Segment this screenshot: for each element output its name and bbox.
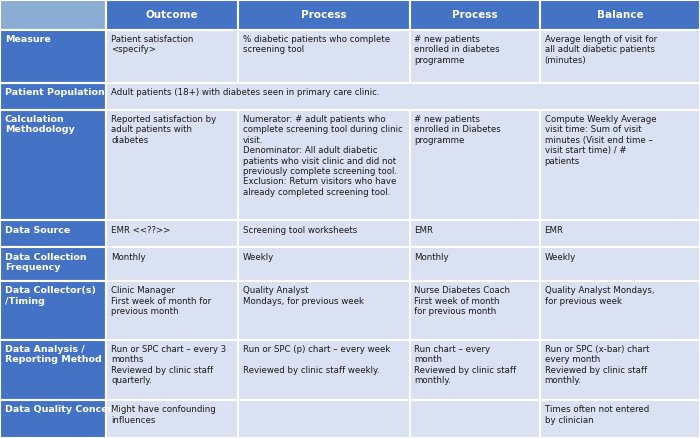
Text: Outcome: Outcome — [146, 10, 199, 20]
FancyBboxPatch shape — [0, 220, 106, 247]
Text: Quality Analyst
Mondays, for previous week: Quality Analyst Mondays, for previous we… — [243, 286, 364, 306]
Text: Reported satisfaction by
adult patients with
diabetes: Reported satisfaction by adult patients … — [111, 115, 216, 145]
Text: Data Analysis /
Reporting Method: Data Analysis / Reporting Method — [5, 345, 102, 364]
FancyBboxPatch shape — [106, 30, 238, 83]
Text: Measure: Measure — [5, 35, 50, 44]
Text: Adult patients (18+) with diabetes seen in primary care clinic.: Adult patients (18+) with diabetes seen … — [111, 88, 380, 97]
FancyBboxPatch shape — [540, 247, 700, 281]
Text: Patient satisfaction
<specify>: Patient satisfaction <specify> — [111, 35, 194, 54]
FancyBboxPatch shape — [238, 281, 410, 339]
FancyBboxPatch shape — [106, 281, 238, 339]
Text: % diabetic patients who complete
screening tool: % diabetic patients who complete screeni… — [243, 35, 390, 54]
Text: Nurse Diabetes Coach
First week of month
for previous month: Nurse Diabetes Coach First week of month… — [414, 286, 510, 316]
FancyBboxPatch shape — [238, 30, 410, 83]
Text: Screening tool worksheets: Screening tool worksheets — [243, 226, 357, 235]
FancyBboxPatch shape — [106, 400, 238, 438]
Text: Average length of visit for
all adult diabetic patients
(minutes): Average length of visit for all adult di… — [545, 35, 657, 65]
Text: # new patients
enrolled in diabetes
programme: # new patients enrolled in diabetes prog… — [414, 35, 500, 65]
FancyBboxPatch shape — [0, 30, 106, 83]
Text: Data Quality Concerns: Data Quality Concerns — [5, 405, 125, 414]
Text: Compute Weekly Average
visit time: Sum of visit
minutes (Visit end time –
visit : Compute Weekly Average visit time: Sum o… — [545, 115, 656, 166]
FancyBboxPatch shape — [540, 110, 700, 220]
FancyBboxPatch shape — [540, 400, 700, 438]
Text: Run or SPC (x-bar) chart
every month
Reviewed by clinic staff
monthly.: Run or SPC (x-bar) chart every month Rev… — [545, 345, 649, 385]
FancyBboxPatch shape — [106, 339, 238, 400]
Text: Clinic Manager
First week of month for
previous month: Clinic Manager First week of month for p… — [111, 286, 211, 316]
Text: Data Collection
Frequency: Data Collection Frequency — [5, 253, 87, 272]
FancyBboxPatch shape — [0, 339, 106, 400]
Text: Run or SPC chart – every 3
months
Reviewed by clinic staff
quarterly.: Run or SPC chart – every 3 months Review… — [111, 345, 227, 385]
FancyBboxPatch shape — [540, 339, 700, 400]
Text: Data Collector(s)
/Timing: Data Collector(s) /Timing — [5, 286, 96, 306]
Text: Data Source: Data Source — [5, 226, 70, 235]
FancyBboxPatch shape — [410, 400, 540, 438]
FancyBboxPatch shape — [410, 281, 540, 339]
Text: Run chart – every
month
Reviewed by clinic staff
monthly.: Run chart – every month Reviewed by clin… — [414, 345, 517, 385]
Text: Quality Analyst Mondays,
for previous week: Quality Analyst Mondays, for previous we… — [545, 286, 654, 306]
Text: Run or SPC (p) chart – every week

Reviewed by clinic staff weekly.: Run or SPC (p) chart – every week Review… — [243, 345, 391, 374]
FancyBboxPatch shape — [238, 0, 410, 30]
Text: Might have confounding
influences: Might have confounding influences — [111, 405, 216, 424]
Text: Weekly: Weekly — [243, 253, 274, 261]
Text: Process: Process — [452, 10, 498, 20]
Text: Times often not entered
by clinician: Times often not entered by clinician — [545, 405, 649, 424]
Text: Monthly: Monthly — [111, 253, 146, 261]
Text: Numerator: # adult patients who
complete screening tool during clinic
visit.
Den: Numerator: # adult patients who complete… — [243, 115, 402, 197]
FancyBboxPatch shape — [106, 83, 700, 110]
FancyBboxPatch shape — [0, 400, 106, 438]
FancyBboxPatch shape — [106, 0, 238, 30]
FancyBboxPatch shape — [0, 281, 106, 339]
FancyBboxPatch shape — [0, 83, 106, 110]
FancyBboxPatch shape — [410, 220, 540, 247]
Text: EMR: EMR — [414, 226, 433, 235]
Text: EMR <<??>>: EMR <<??>> — [111, 226, 171, 235]
FancyBboxPatch shape — [106, 247, 238, 281]
Text: EMR: EMR — [545, 226, 564, 235]
FancyBboxPatch shape — [0, 247, 106, 281]
FancyBboxPatch shape — [540, 0, 700, 30]
FancyBboxPatch shape — [0, 110, 106, 220]
Text: # new patients
enrolled in Diabetes
programme: # new patients enrolled in Diabetes prog… — [414, 115, 501, 145]
Text: Balance: Balance — [596, 10, 643, 20]
FancyBboxPatch shape — [0, 0, 106, 30]
FancyBboxPatch shape — [238, 110, 410, 220]
Text: Weekly: Weekly — [545, 253, 576, 261]
Text: Process: Process — [301, 10, 346, 20]
Text: Monthly: Monthly — [414, 253, 449, 261]
Text: Calculation
Methodology: Calculation Methodology — [5, 115, 75, 134]
FancyBboxPatch shape — [410, 339, 540, 400]
FancyBboxPatch shape — [540, 30, 700, 83]
FancyBboxPatch shape — [410, 110, 540, 220]
FancyBboxPatch shape — [410, 30, 540, 83]
FancyBboxPatch shape — [238, 220, 410, 247]
FancyBboxPatch shape — [540, 281, 700, 339]
FancyBboxPatch shape — [410, 0, 540, 30]
FancyBboxPatch shape — [238, 339, 410, 400]
FancyBboxPatch shape — [238, 247, 410, 281]
FancyBboxPatch shape — [238, 400, 410, 438]
FancyBboxPatch shape — [106, 110, 238, 220]
FancyBboxPatch shape — [410, 247, 540, 281]
Text: Patient Population: Patient Population — [5, 88, 105, 97]
FancyBboxPatch shape — [106, 220, 238, 247]
FancyBboxPatch shape — [540, 220, 700, 247]
